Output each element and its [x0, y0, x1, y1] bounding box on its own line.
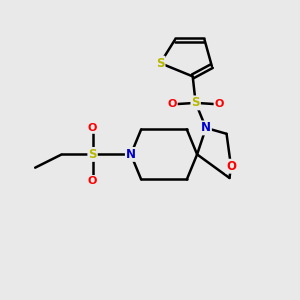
Text: N: N [201, 122, 211, 134]
Text: N: N [126, 148, 136, 161]
Text: S: S [88, 148, 97, 161]
Text: O: O [88, 176, 97, 186]
Text: O: O [214, 99, 224, 110]
Text: O: O [167, 99, 177, 110]
Text: S: S [156, 57, 165, 70]
Text: S: S [191, 96, 200, 110]
Text: O: O [226, 160, 236, 173]
Text: O: O [88, 123, 97, 133]
